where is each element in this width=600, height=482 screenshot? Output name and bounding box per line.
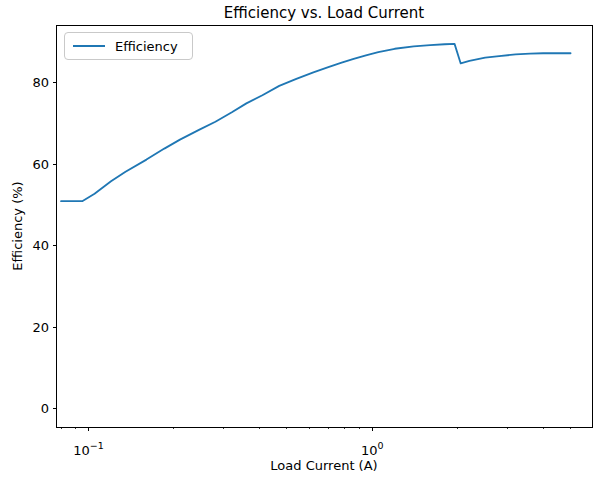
legend: Efficiency: [64, 32, 193, 60]
efficiency-line: [61, 44, 571, 201]
legend-label: Efficiency: [115, 39, 178, 54]
x-axis-ticks: 10−1 100: [73, 427, 383, 458]
y-tick-label: 40: [32, 238, 49, 253]
figure: Efficiency vs. Load Current 02040608010−…: [0, 0, 600, 482]
x-tick-label: 100: [361, 440, 384, 458]
y-axis-ticks: 0 20 40 60 80: [32, 75, 56, 416]
y-tick-label: 60: [32, 157, 49, 172]
plot-spines: [57, 25, 593, 427]
legend-line-sample: [73, 45, 105, 48]
plot-area: 0 20 40 60 80 10−1 100: [0, 0, 600, 482]
y-tick-label: 20: [32, 320, 49, 335]
x-axis-label: Load Current (A): [56, 458, 592, 473]
y-axis-label: Efficiency (%): [10, 126, 25, 326]
y-tick-label: 0: [41, 401, 49, 416]
x-tick-label: 10−1: [73, 440, 104, 458]
y-tick-label: 80: [32, 75, 49, 90]
